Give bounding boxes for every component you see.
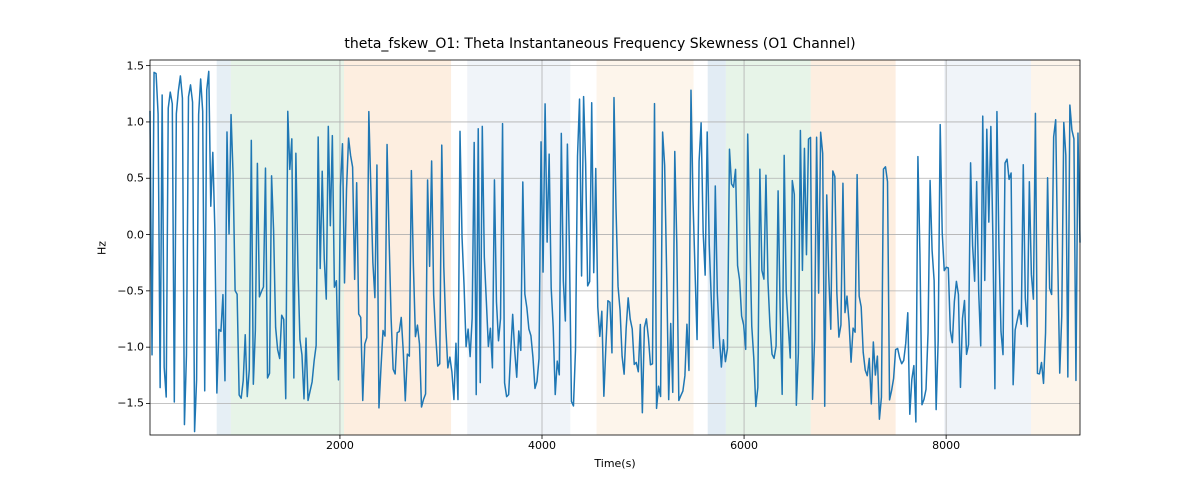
y-axis-label: Hz	[96, 240, 109, 254]
axes-area: Hz Time(s) −1.5−1.0−0.50.00.51.01.520004…	[150, 60, 1080, 435]
xtick-label: 2000	[326, 435, 354, 452]
ytick-label: −0.5	[117, 284, 150, 297]
figure: theta_fskew_O1: Theta Instantaneous Freq…	[0, 0, 1200, 500]
shaded-region	[944, 60, 1031, 435]
axes-svg	[150, 60, 1080, 435]
shaded-region	[1031, 60, 1080, 435]
xtick-label: 4000	[528, 435, 556, 452]
shaded-region	[217, 60, 231, 435]
xtick-label: 6000	[730, 435, 758, 452]
x-axis-label: Time(s)	[594, 457, 635, 470]
shaded-region	[344, 60, 451, 435]
ytick-label: 1.0	[127, 115, 151, 128]
ytick-label: 0.0	[127, 228, 151, 241]
xtick-label: 8000	[932, 435, 960, 452]
ytick-label: −1.5	[117, 397, 150, 410]
ytick-label: 1.5	[127, 59, 151, 72]
chart-title: theta_fskew_O1: Theta Instantaneous Freq…	[0, 36, 1200, 52]
ytick-label: 0.5	[127, 172, 151, 185]
ytick-label: −1.0	[117, 341, 150, 354]
